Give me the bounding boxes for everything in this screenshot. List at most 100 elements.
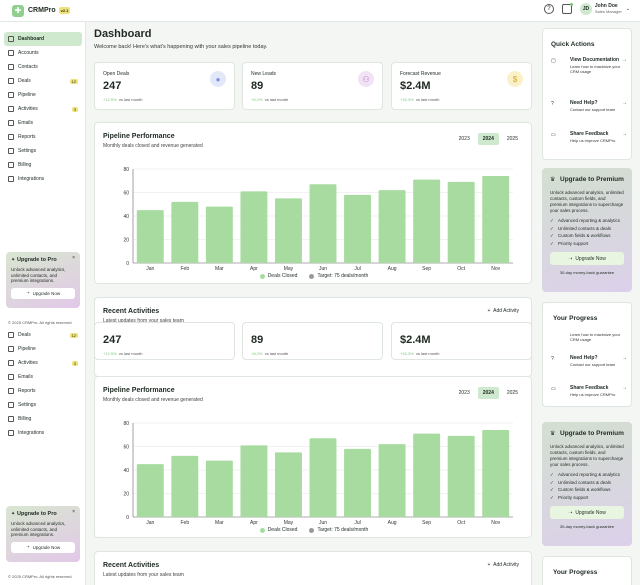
close-icon[interactable]: × bbox=[72, 255, 75, 261]
upgrade-now-button[interactable]: ➝ Upgrade Now bbox=[11, 541, 75, 553]
app-name: CRMPro bbox=[28, 7, 56, 14]
legend-swatch bbox=[309, 273, 315, 279]
upgrade-now-button[interactable]: ➝ Upgrade Now bbox=[11, 287, 75, 299]
chevron-down-icon[interactable]: ⌄ bbox=[625, 6, 630, 12]
stat-period: vs last month bbox=[118, 97, 143, 102]
year-tab-2024[interactable]: 2024 bbox=[477, 133, 499, 145]
sidebar-item-label: Accounts bbox=[18, 50, 39, 56]
sidebar-item-emails[interactable]: Emails bbox=[4, 370, 82, 384]
sidebar-item-deals[interactable]: Deals 12 bbox=[4, 74, 82, 88]
legend-swatch bbox=[259, 273, 265, 279]
sidebar-item-billing[interactable]: Billing bbox=[4, 158, 82, 172]
premium-feature: Unlimited contacts & deals bbox=[550, 226, 624, 232]
bar-jun bbox=[309, 184, 337, 263]
main-content: Dashboard Welcome back! Here's what's ha… bbox=[86, 22, 540, 585]
x-tick-label: May bbox=[284, 520, 294, 526]
legend-target: Target: 75 deals/month bbox=[317, 527, 369, 533]
user-name: John Doe bbox=[594, 3, 618, 9]
bell-icon[interactable] bbox=[561, 3, 573, 14]
card-title: Recent Activities bbox=[103, 562, 160, 569]
stat-value: 89 bbox=[251, 334, 264, 346]
sparkle-icon: ✦ bbox=[11, 511, 16, 517]
stat-card-open-deals: 247 +12.5% vs last month bbox=[94, 322, 235, 360]
sidebar-item-activities[interactable]: Activities 3 bbox=[4, 356, 82, 370]
close-icon[interactable]: × bbox=[72, 509, 75, 515]
help-icon: ? bbox=[551, 356, 554, 362]
copyright: © 2025 CRMPro. All rights reserved. bbox=[8, 320, 73, 325]
page-subtitle: Welcome back! Here's what's happening wi… bbox=[94, 44, 268, 50]
card-title: Pipeline Performance bbox=[103, 133, 175, 140]
stat-change: +12.5% vs last month bbox=[103, 351, 226, 356]
year-tab-2025[interactable]: 2025 bbox=[506, 136, 518, 142]
progress-title: Your Progress bbox=[553, 569, 598, 576]
logo[interactable]: ✚ CRMPro v2.1 bbox=[12, 4, 71, 17]
sidebar-item-label: Integrations bbox=[18, 176, 45, 182]
version-badge: v2.1 bbox=[58, 7, 71, 14]
quick-action-feedback[interactable]: ▭ Share Feedback Help us improve CRMPro … bbox=[551, 385, 627, 397]
year-tab-2023[interactable]: 2023 bbox=[458, 136, 470, 142]
premium-feature: Priority support bbox=[550, 241, 624, 247]
stat-change-value: +12.5% bbox=[103, 351, 117, 356]
stat-change: +12.5% vs last month bbox=[103, 97, 226, 102]
sidebar-item-pipeline[interactable]: Pipeline bbox=[4, 342, 82, 356]
billing-icon bbox=[8, 162, 14, 168]
premium-text: Unlock advanced analytics, unlimited con… bbox=[550, 190, 624, 213]
x-tick-label: Apr bbox=[250, 520, 258, 526]
sidebar-item-pipeline[interactable]: Pipeline bbox=[4, 88, 82, 102]
sidebar: Dashboard Accounts Contacts Deals 12 Pipeline… bbox=[0, 22, 86, 585]
quick-action-documentation[interactable]: ▢ View Documentation Learn how to maximi… bbox=[551, 57, 627, 74]
add-activity-button[interactable]: + Add Activity bbox=[487, 562, 519, 568]
sidebar-item-deals[interactable]: Deals 12 bbox=[4, 328, 82, 342]
sidebar-item-contacts[interactable]: Contacts bbox=[4, 60, 82, 74]
quick-action-feedback[interactable]: ▭ Share Feedback Help us improve CRMPro … bbox=[551, 131, 627, 143]
y-tick-label: 20 bbox=[123, 492, 129, 498]
sidebar-item-reports[interactable]: Reports bbox=[4, 130, 82, 144]
stat-change-value: +8.2% bbox=[251, 351, 263, 356]
year-tab-2023[interactable]: 2023 bbox=[458, 390, 470, 396]
help-icon[interactable]: ? bbox=[543, 4, 554, 14]
sidebar-item-activities[interactable]: Activities 3 bbox=[4, 102, 82, 116]
arrow-icon: ➝ bbox=[25, 290, 30, 295]
stat-change-value: +12.5% bbox=[103, 97, 117, 102]
sidebar-item-integrations[interactable]: Integrations bbox=[4, 172, 82, 186]
quick-action-help[interactable]: ? Need Help? Contact our support team → bbox=[551, 355, 627, 367]
chat-icon: ▭ bbox=[551, 132, 556, 138]
sidebar-item-label: Billing bbox=[18, 416, 32, 422]
x-tick-label: Sep bbox=[422, 266, 431, 272]
arrow-right-icon: → bbox=[622, 131, 627, 137]
sidebar-item-integrations[interactable]: Integrations bbox=[4, 426, 82, 440]
sidebar-item-settings[interactable]: Settings bbox=[4, 144, 82, 158]
sidebar-item-settings[interactable]: Settings bbox=[4, 398, 82, 412]
sidebar-item-label: Activities bbox=[18, 360, 38, 366]
upgrade-pro-card: ✦ Upgrade to Pro × Unlock advanced analy… bbox=[6, 506, 80, 562]
stat-value: $2.4M bbox=[400, 80, 431, 92]
quick-action-name: Need Help? bbox=[570, 355, 598, 361]
x-tick-label: Aug bbox=[388, 266, 397, 272]
sidebar-item-emails[interactable]: Emails bbox=[4, 116, 82, 130]
card-subtitle: Monthly deals closed and revenue generat… bbox=[103, 397, 203, 403]
quick-action-help[interactable]: ? Need Help? Contact our support team → bbox=[551, 100, 627, 112]
deals-icon bbox=[8, 78, 14, 84]
legend-deals: Deals Closed bbox=[267, 527, 298, 533]
sidebar-item-dashboard[interactable]: Dashboard bbox=[4, 32, 82, 46]
stat-period: vs last month bbox=[415, 97, 440, 102]
x-tick-label: Feb bbox=[181, 266, 190, 272]
x-tick-label: Mar bbox=[215, 266, 224, 272]
quick-action-documentation[interactable]: Learn how to maximize your CRM usage bbox=[551, 331, 627, 342]
stat-change: +15.3% vs last month bbox=[400, 97, 523, 102]
upgrade-now-button[interactable]: ➝ Upgrade Now bbox=[550, 506, 624, 519]
user-menu[interactable]: John Doe Sales Manager bbox=[595, 3, 622, 15]
x-tick-label: May bbox=[284, 266, 294, 272]
upgrade-now-label: Upgrade Now bbox=[575, 255, 606, 262]
progress-card: Your Progress bbox=[542, 556, 632, 585]
year-tab-2024[interactable]: 2024 bbox=[477, 387, 499, 399]
stat-change: +15.3% vs last month bbox=[400, 351, 523, 356]
add-activity-button[interactable]: + Add Activity bbox=[487, 308, 519, 314]
sidebar-item-accounts[interactable]: Accounts bbox=[4, 46, 82, 60]
sidebar-item-reports[interactable]: Reports bbox=[4, 384, 82, 398]
sidebar-item-billing[interactable]: Billing bbox=[4, 412, 82, 426]
stat-value: 247 bbox=[103, 80, 122, 92]
year-tab-2025[interactable]: 2025 bbox=[506, 390, 518, 396]
avatar[interactable]: JD bbox=[579, 3, 592, 15]
upgrade-now-button[interactable]: ➝ Upgrade Now bbox=[550, 252, 624, 265]
